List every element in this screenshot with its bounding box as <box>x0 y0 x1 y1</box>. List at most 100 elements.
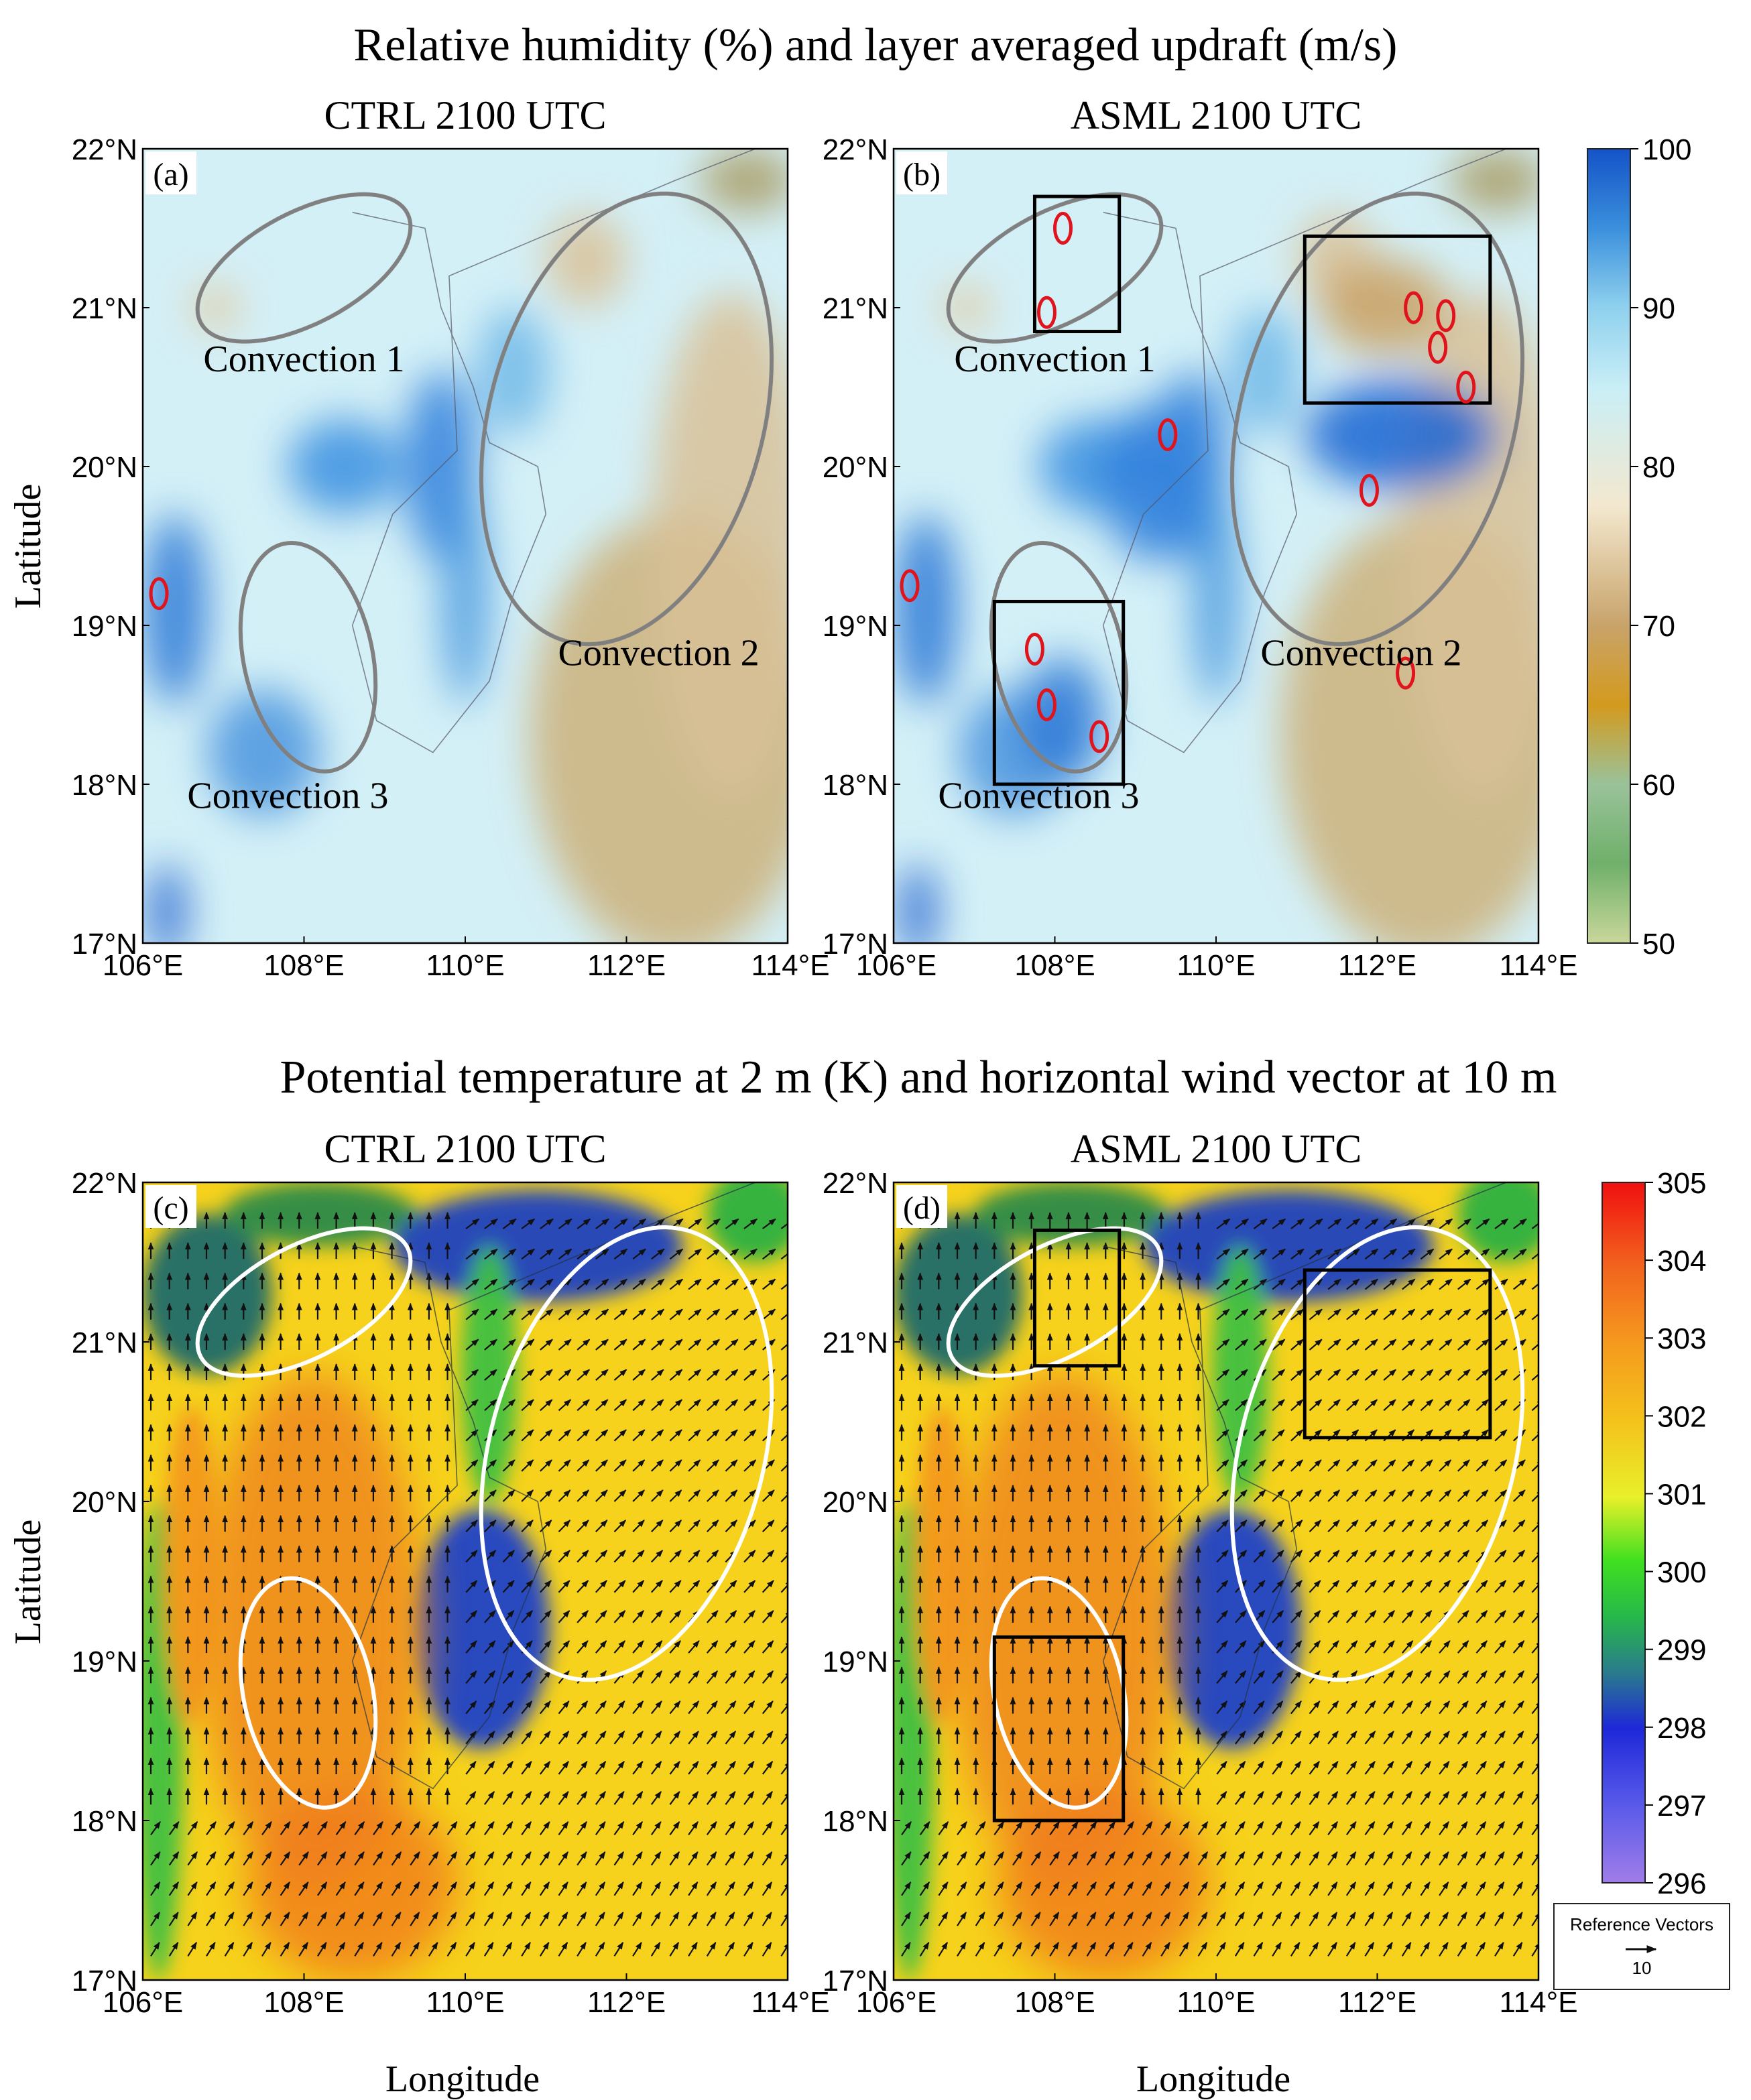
wind-vector <box>502 1489 516 1502</box>
bottom-figure-title: Potential temperature at 2 m (K) and hor… <box>280 1052 1557 1103</box>
wind-vector <box>539 1821 550 1836</box>
wind-vector <box>762 1580 774 1593</box>
wind-vector <box>780 1912 788 1926</box>
wind-vector <box>1494 1821 1505 1836</box>
wind-vector <box>725 1942 735 1957</box>
wind-vector <box>1309 1851 1320 1866</box>
wind-vector <box>1012 1912 1022 1926</box>
wind-vector <box>780 1881 788 1896</box>
wind-vector <box>1439 1851 1449 1866</box>
wind-vector <box>1197 1821 1209 1836</box>
wind-vector <box>1327 1821 1339 1836</box>
wind-vector <box>224 1942 235 1957</box>
y-tick-label: 22°N <box>823 1167 888 1200</box>
wind-vector <box>762 1912 772 1926</box>
wind-vector <box>502 1701 514 1715</box>
wind-vector <box>651 1308 665 1320</box>
wind-vector <box>1364 1791 1376 1805</box>
wind-vector <box>539 1881 550 1896</box>
wind-vector <box>743 1580 756 1593</box>
wind-vector <box>780 1791 788 1805</box>
y-tick-label: 21°N <box>823 292 888 325</box>
wind-vector <box>632 1670 644 1684</box>
wind-vector <box>706 1821 717 1836</box>
wind-vector <box>1327 1791 1339 1805</box>
wind-vector <box>1197 1851 1209 1866</box>
wind-vector <box>919 1912 930 1926</box>
wind-vector <box>428 1942 438 1957</box>
x-tick-label: 108°E <box>1014 949 1095 982</box>
wind-vector <box>410 1851 420 1866</box>
wind-vector <box>632 1942 642 1957</box>
colorbar-tick-label: 298 <box>1657 1712 1706 1745</box>
wind-vector <box>762 1881 773 1896</box>
wind-vector <box>335 1851 347 1866</box>
wind-vector <box>1345 1851 1357 1866</box>
wind-vector <box>1327 1912 1338 1926</box>
wind-vector <box>577 1640 589 1654</box>
wind-vector <box>521 1520 534 1532</box>
x-tick-label: 106°E <box>856 949 937 982</box>
wind-vector <box>1272 1912 1282 1926</box>
wind-vector <box>577 1610 589 1623</box>
wind-vector <box>372 1912 383 1926</box>
wind-vector <box>743 1701 756 1715</box>
wind-vector <box>595 1701 607 1715</box>
wind-vector <box>762 1701 774 1715</box>
x-tick-label: 114°E <box>1499 949 1577 982</box>
wind-vector <box>521 1369 535 1381</box>
wind-vector <box>1383 1942 1393 1957</box>
wind-vector <box>1179 1881 1190 1896</box>
wind-vector <box>688 1459 701 1472</box>
wind-vector <box>465 1881 476 1896</box>
wind-vector <box>484 1640 496 1654</box>
wind-vector <box>577 1580 589 1593</box>
wind-vector <box>650 1701 662 1715</box>
wind-vector <box>1030 1942 1041 1957</box>
x-tick-label: 110°E <box>1176 1986 1255 2019</box>
wind-vector <box>1345 1791 1357 1805</box>
wind-vector <box>502 1429 516 1442</box>
wind-vector <box>957 1821 967 1836</box>
wind-vector <box>1290 1881 1301 1896</box>
wind-vector <box>743 1912 754 1926</box>
wind-vector <box>1364 1912 1375 1926</box>
wind-vector <box>298 1881 309 1896</box>
wind-vector <box>335 1912 346 1926</box>
top-figure-title: Relative humidity (%) and layer averaged… <box>354 19 1398 71</box>
colorbar-tick-label: 80 <box>1642 451 1675 484</box>
wind-vector <box>1345 1912 1356 1926</box>
wind-vector <box>1512 1791 1524 1805</box>
wind-vector <box>650 1580 663 1593</box>
convection-label: Convection 3 <box>187 776 388 817</box>
wind-vector <box>521 1610 533 1623</box>
wind-vector <box>632 1520 645 1532</box>
wind-vector <box>762 1821 773 1836</box>
y-tick-label: 21°N <box>823 1326 888 1359</box>
wind-vector <box>502 1248 517 1260</box>
wind-vector <box>558 1610 570 1623</box>
wind-vector <box>1494 1881 1505 1896</box>
wind-vector <box>317 1851 328 1866</box>
colorbar-tick-label: 304 <box>1657 1245 1706 1278</box>
wind-vector <box>1512 1912 1523 1926</box>
wind-vector <box>1494 1942 1504 1957</box>
wind-vector <box>280 1942 290 1957</box>
wind-vector <box>938 1912 949 1926</box>
wind-vector <box>1420 1942 1431 1957</box>
wind-vector <box>725 1339 739 1351</box>
wind-vector <box>669 1912 680 1926</box>
wind-vector <box>391 1881 402 1896</box>
wind-vector <box>743 1429 757 1442</box>
wind-vector <box>1531 1851 1538 1866</box>
wind-vector <box>558 1339 572 1351</box>
wind-vector <box>669 1248 684 1260</box>
x-tick-label: 110°E <box>1176 949 1255 982</box>
wind-vector <box>1290 1912 1301 1926</box>
wind-vector <box>901 1942 911 1957</box>
wind-vector <box>669 1610 682 1623</box>
wind-vector <box>706 1489 719 1502</box>
wind-vector <box>688 1550 701 1563</box>
wind-vector <box>577 1399 590 1412</box>
wind-vector <box>632 1640 644 1654</box>
